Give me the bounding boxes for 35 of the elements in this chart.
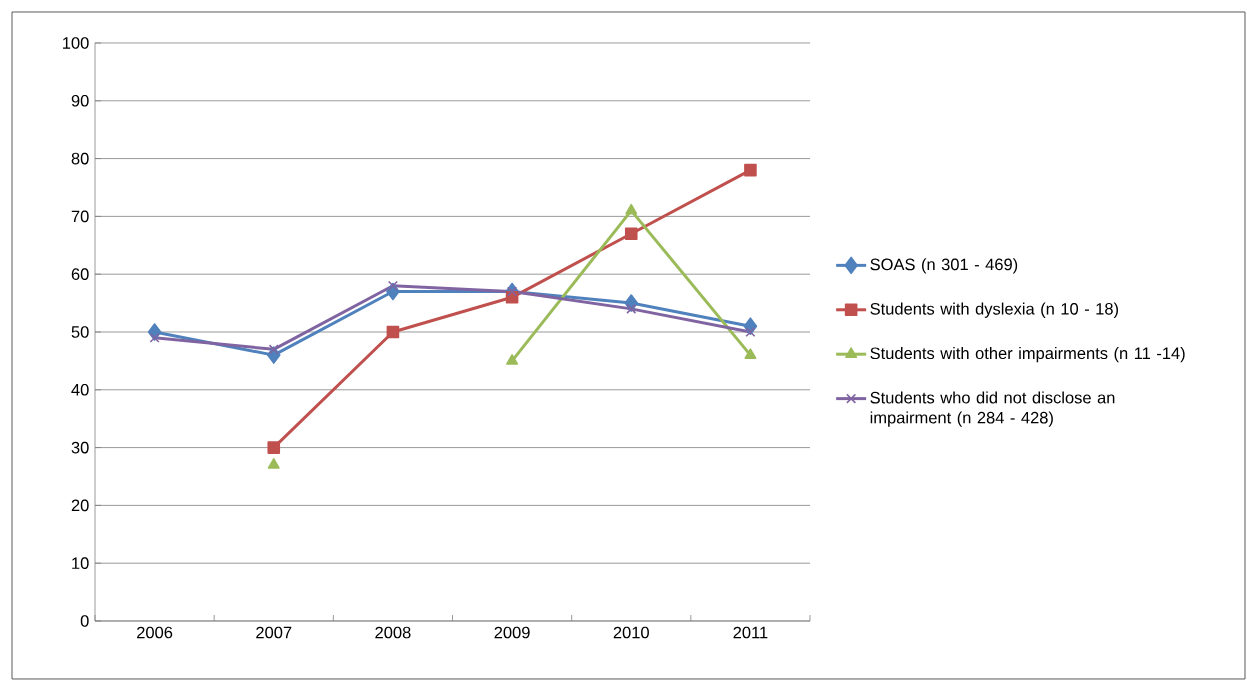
y-tick-label: 10 <box>72 557 89 570</box>
point <box>625 203 638 215</box>
point <box>268 344 279 355</box>
legend-label: Students with other impairments (n 11 -14) <box>870 346 1185 363</box>
point <box>267 458 280 469</box>
y-tick-label: 80 <box>71 152 89 165</box>
point <box>744 163 757 177</box>
y-tick-label: 60 <box>71 268 89 281</box>
point <box>387 280 398 291</box>
point <box>386 325 400 339</box>
point <box>506 354 519 365</box>
x-tick-label: 2006 <box>137 626 173 639</box>
legend-label: Students with dyslexia (n 10 - 18) <box>870 302 1118 318</box>
y-tick-label: 30 <box>71 441 89 454</box>
x-tick-label: 2007 <box>256 626 292 639</box>
point <box>149 332 160 343</box>
point <box>626 303 637 314</box>
y-tick-label: 90 <box>71 94 89 107</box>
y-tick-label: 0 <box>80 615 89 627</box>
y-tick-label: 50 <box>71 326 89 338</box>
x-tick-label: 2008 <box>375 626 411 639</box>
y-tick-label: 40 <box>71 383 89 396</box>
y-tick-label: 70 <box>71 210 89 223</box>
point <box>624 227 638 241</box>
x-tick-label: 2011 <box>733 626 768 639</box>
x-tick-label: 2009 <box>494 626 530 639</box>
legend-label: Students who did not disclose an impairment (n 284 - 428) <box>870 391 1115 427</box>
x-tick-label: 2010 <box>613 626 649 639</box>
y-tick-label: 20 <box>71 499 89 512</box>
point <box>744 348 757 359</box>
legend-label: SOAS (n 301 - 469) <box>870 258 1018 274</box>
point <box>745 326 756 338</box>
point <box>507 286 518 297</box>
y-tick-label: 100 <box>63 37 89 49</box>
point <box>267 441 281 454</box>
